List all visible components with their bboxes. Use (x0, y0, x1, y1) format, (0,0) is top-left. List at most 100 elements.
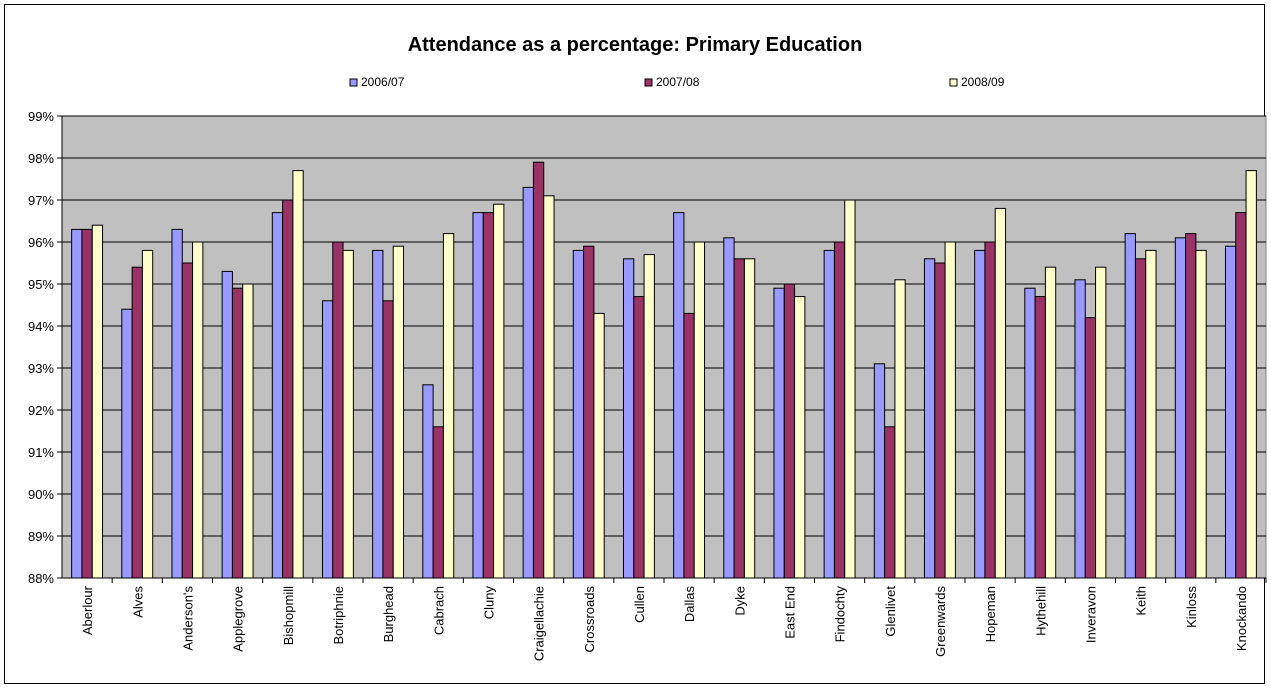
bar-2008-09 (643, 254, 655, 579)
bar-2006-07 (121, 308, 133, 579)
bar-2006-07 (522, 186, 534, 579)
bar-2006-07 (673, 212, 685, 579)
x-tick-label: Craigellachie (532, 586, 547, 661)
bar-2008-09 (894, 279, 906, 579)
bar-2008-09 (593, 312, 605, 579)
legend-label: 2006/07 (361, 75, 405, 89)
x-tick-label: Hythehill (1033, 586, 1048, 636)
bar-2006-07 (1174, 237, 1187, 579)
y-tick-label: 98% (28, 151, 54, 166)
bar-2007-08 (1235, 212, 1247, 579)
bar-2006-07 (271, 212, 284, 579)
x-tick-label: Bishopmill (281, 586, 296, 645)
bar-2007-08 (181, 262, 194, 579)
x-tick-label: Applegrove (231, 586, 246, 652)
bar-2007-08 (633, 296, 645, 579)
bar-2008-09 (794, 296, 806, 579)
x-tick-label: Knockando (1234, 586, 1249, 651)
bar-2006-07 (923, 258, 936, 579)
bar-2008-09 (844, 199, 856, 579)
x-tick-label: Cabrach (431, 586, 446, 635)
y-tick-label: 89% (28, 529, 54, 544)
bar-2008-09 (693, 241, 706, 579)
bar-2007-08 (1134, 258, 1147, 579)
y-tick-label: 93% (28, 361, 54, 376)
bar-2006-07 (221, 270, 233, 579)
legend-label: 2007/08 (656, 75, 700, 89)
x-tick-label: Botriphnie (331, 586, 346, 645)
bar-2007-08 (1185, 233, 1197, 579)
x-tick-label: Keith (1134, 586, 1149, 616)
y-tick-label: 99% (28, 109, 54, 124)
bar-2006-07 (622, 258, 635, 579)
x-tick-label: Glenlivet (883, 586, 898, 637)
x-tick-label: Findochty (833, 586, 848, 643)
bar-2007-08 (131, 266, 143, 579)
bar-2006-07 (1074, 279, 1086, 579)
legend: 2006/07 2007/08 2008/09 (349, 75, 1005, 89)
bar-2008-09 (944, 241, 956, 579)
bar-2007-08 (432, 426, 444, 579)
bar-2007-08 (1084, 317, 1097, 579)
x-tick-label: Aberlour (80, 585, 95, 635)
bar-2007-08 (382, 300, 394, 579)
bar-2007-08 (332, 241, 344, 579)
y-tick-label: 92% (28, 403, 54, 418)
bar-2008-09 (1095, 266, 1107, 579)
bar-2008-09 (543, 195, 555, 579)
legend-label: 2008/09 (961, 75, 1005, 89)
bar-2008-09 (442, 233, 455, 579)
bar-2006-07 (572, 249, 585, 579)
plot-background (61, 115, 1267, 579)
bar-2007-08 (583, 245, 595, 579)
bar-2008-09 (141, 249, 154, 579)
bar-2007-08 (231, 287, 244, 579)
y-tick-label: 88% (28, 571, 54, 586)
x-tick-label: Anderson's (180, 586, 195, 651)
bar-2007-08 (1034, 296, 1046, 579)
bar-2008-09 (493, 203, 505, 579)
bar-2007-08 (282, 199, 294, 579)
plot-area: 88% 89% 90% 91% 92% 93% 94% 95% 96% 97% 98% 99% Aber… (28, 109, 1267, 661)
bar-2007-08 (934, 262, 946, 579)
bar-2006-07 (1224, 245, 1237, 579)
legend-swatch (949, 78, 958, 87)
bar-2007-08 (733, 258, 745, 579)
y-tick-label: 90% (28, 487, 54, 502)
x-tick-label: Kinloss (1184, 586, 1199, 628)
x-tick-label: Cullen (632, 586, 647, 623)
x-tick-label: Inveravon (1083, 586, 1098, 643)
x-tick-label: Burghead (381, 586, 396, 642)
bar-2008-09 (994, 207, 1007, 579)
x-tick-label: Alves (130, 586, 145, 618)
bar-2006-07 (1124, 233, 1136, 579)
bar-2006-07 (773, 287, 785, 579)
y-tick-label: 95% (28, 277, 54, 292)
bar-2008-09 (1044, 266, 1057, 579)
x-tick-label: East End (782, 586, 797, 639)
bar-2007-08 (884, 426, 896, 579)
legend-swatch (349, 78, 358, 87)
bar-2008-09 (392, 245, 405, 579)
bar-2008-09 (292, 170, 304, 579)
bar-2007-08 (532, 161, 545, 579)
x-tick-label: Hopeman (983, 586, 998, 642)
y-tick-label: 94% (28, 319, 54, 334)
bar-2007-08 (833, 241, 846, 579)
bar-2006-07 (1024, 287, 1036, 579)
bar-2006-07 (974, 249, 986, 579)
y-tick-label: 96% (28, 235, 54, 250)
bar-2007-08 (683, 312, 695, 579)
y-tick-label: 97% (28, 193, 54, 208)
bar-2006-07 (723, 237, 735, 579)
bar-2008-09 (1195, 249, 1207, 579)
bar-2006-07 (71, 228, 83, 579)
x-tick-label: Cluny (481, 586, 496, 620)
bar-2007-08 (81, 228, 93, 579)
bar-2008-09 (91, 224, 104, 579)
bar-2006-07 (472, 212, 484, 579)
bar-2008-09 (1245, 170, 1257, 579)
bar-2007-08 (783, 283, 796, 579)
x-tick-label: Greenwards (933, 586, 948, 657)
